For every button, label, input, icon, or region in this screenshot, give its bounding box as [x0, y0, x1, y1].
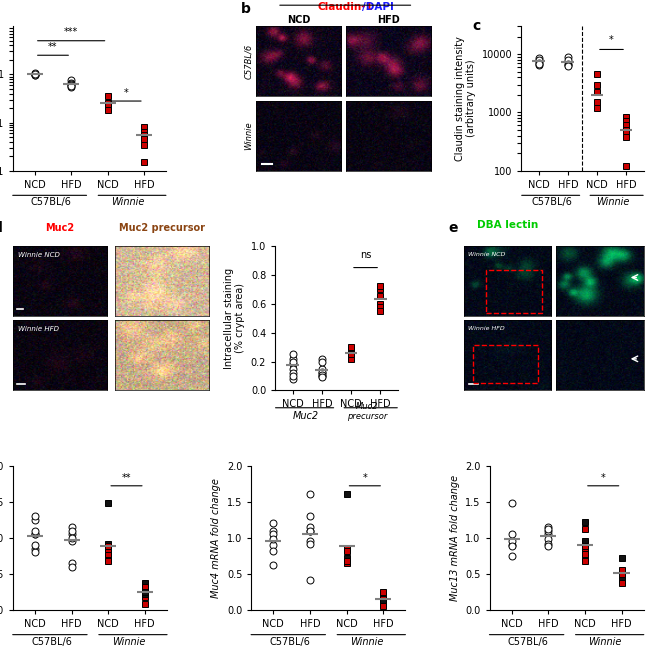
Text: Muc2
precursor: Muc2 precursor [347, 402, 387, 421]
Text: Winnie: Winnie [112, 637, 145, 647]
Text: Winnie HFD: Winnie HFD [469, 326, 505, 331]
Text: Winnie HFD: Winnie HFD [18, 326, 58, 332]
Text: *: * [124, 88, 128, 98]
Text: C57BL/6: C57BL/6 [269, 637, 310, 647]
Text: b: b [240, 2, 250, 16]
Text: Muc2 precursor: Muc2 precursor [119, 223, 205, 234]
Text: c: c [473, 19, 481, 33]
Text: ns: ns [360, 251, 371, 260]
Text: e: e [448, 221, 458, 236]
Text: *: * [601, 473, 606, 483]
Text: Winnie: Winnie [588, 637, 622, 647]
Text: *: * [363, 473, 367, 483]
Text: d: d [0, 221, 2, 236]
Y-axis label: Muc4 mRNA fold change: Muc4 mRNA fold change [211, 478, 222, 598]
Text: C57BL/6: C57BL/6 [508, 637, 549, 647]
Text: C57BL/6: C57BL/6 [532, 197, 573, 207]
Text: /DAPI: /DAPI [361, 2, 393, 12]
Bar [486, 270, 542, 312]
Text: Winnie NCD: Winnie NCD [469, 251, 506, 256]
Text: Winnie: Winnie [350, 637, 384, 647]
Y-axis label: Winnie: Winnie [244, 121, 253, 150]
Bar [473, 345, 538, 383]
Text: **: ** [48, 42, 58, 52]
Text: ***: *** [64, 28, 78, 37]
Y-axis label: C57BL/6: C57BL/6 [244, 44, 253, 79]
Text: C57BL/6: C57BL/6 [31, 197, 72, 207]
Text: Claudin-1: Claudin-1 [317, 2, 373, 12]
Text: Winnie: Winnie [111, 197, 144, 207]
Text: Muc2: Muc2 [292, 411, 319, 421]
Title: HFD: HFD [377, 16, 400, 26]
Text: DBA lectin: DBA lectin [477, 220, 538, 230]
Text: Muc2: Muc2 [46, 223, 75, 234]
Text: **: ** [122, 473, 131, 483]
Text: Winnie NCD: Winnie NCD [18, 251, 60, 258]
Title: NCD: NCD [287, 16, 310, 26]
Y-axis label: Claudin staining intensity
(arbitrary units): Claudin staining intensity (arbitrary un… [454, 36, 476, 161]
Text: *: * [609, 35, 614, 45]
Text: C57BL/6: C57BL/6 [31, 637, 72, 647]
Y-axis label: Muc13 mRNA fold change: Muc13 mRNA fold change [450, 475, 460, 601]
Y-axis label: Intracellular staining
(% crypt area): Intracellular staining (% crypt area) [224, 268, 245, 369]
Text: Winnie: Winnie [596, 197, 630, 207]
